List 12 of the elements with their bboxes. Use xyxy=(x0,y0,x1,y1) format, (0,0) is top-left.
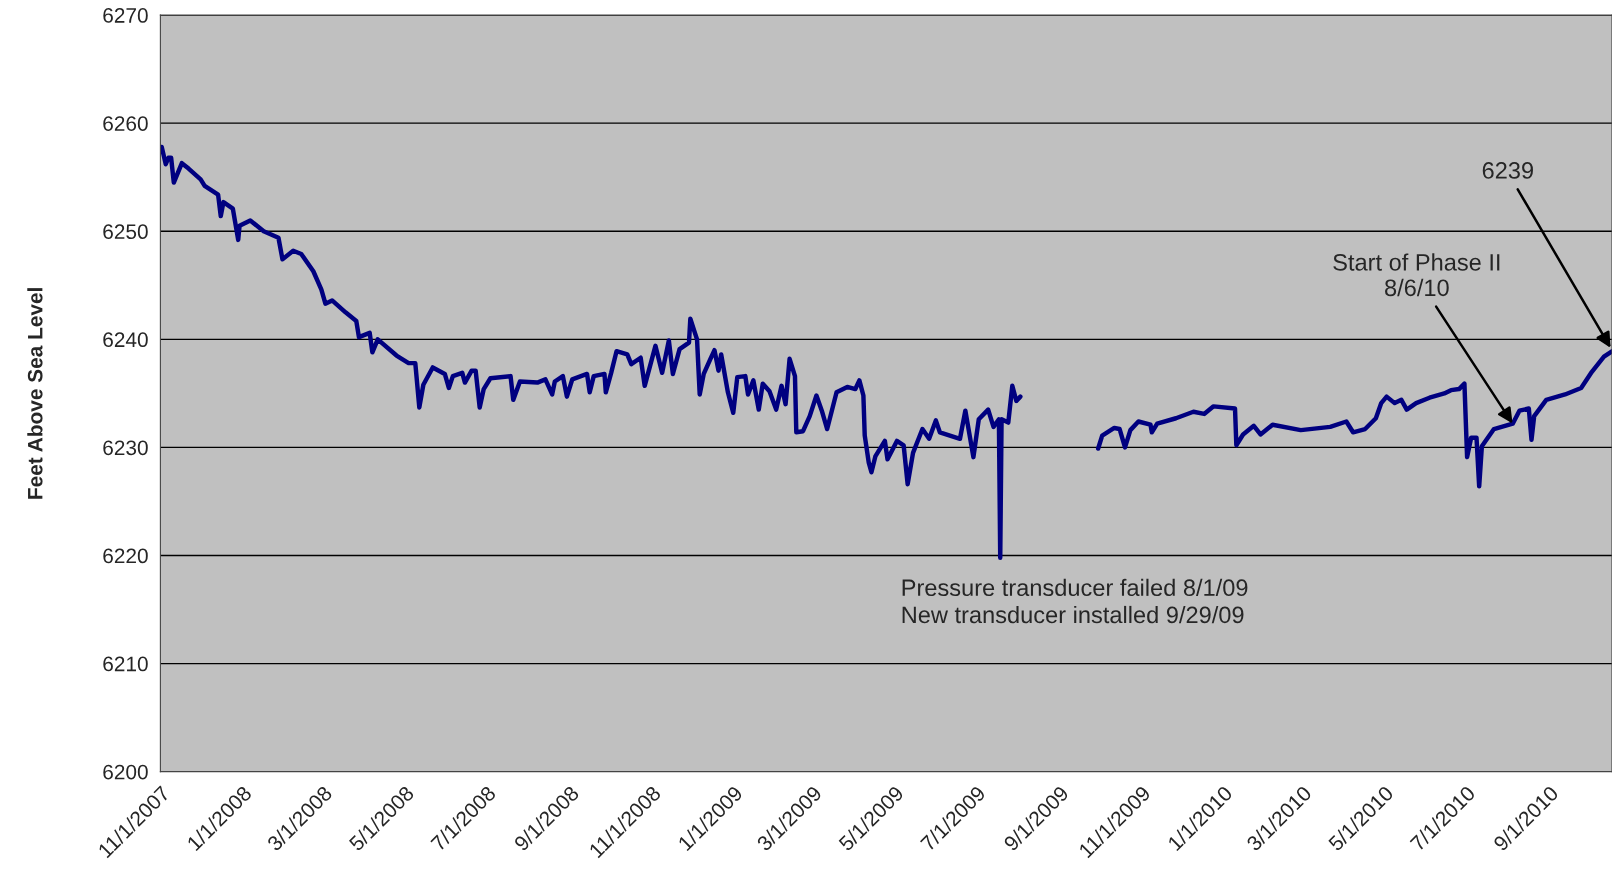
y-tick-label: 6200 xyxy=(103,764,148,780)
annotation: 6239 xyxy=(1482,162,1533,179)
y-tick-label: 6210 xyxy=(103,656,148,672)
y-tick-label: 6240 xyxy=(103,332,148,348)
annotation: Pressure transducer failed 8/1/09 New transducer installed 9/29/09 xyxy=(902,578,1248,624)
y-tick-label: 6270 xyxy=(103,8,148,23)
y-tick-label: 6260 xyxy=(103,116,148,131)
y-axis-title: Feet Above Sea Level xyxy=(27,288,43,499)
annotation: Start of Phase II 8/6/10 xyxy=(1333,253,1500,297)
y-tick-label: 6250 xyxy=(103,224,148,240)
y-tick-label: 6220 xyxy=(103,548,148,564)
y-tick-label: 6230 xyxy=(103,440,148,456)
